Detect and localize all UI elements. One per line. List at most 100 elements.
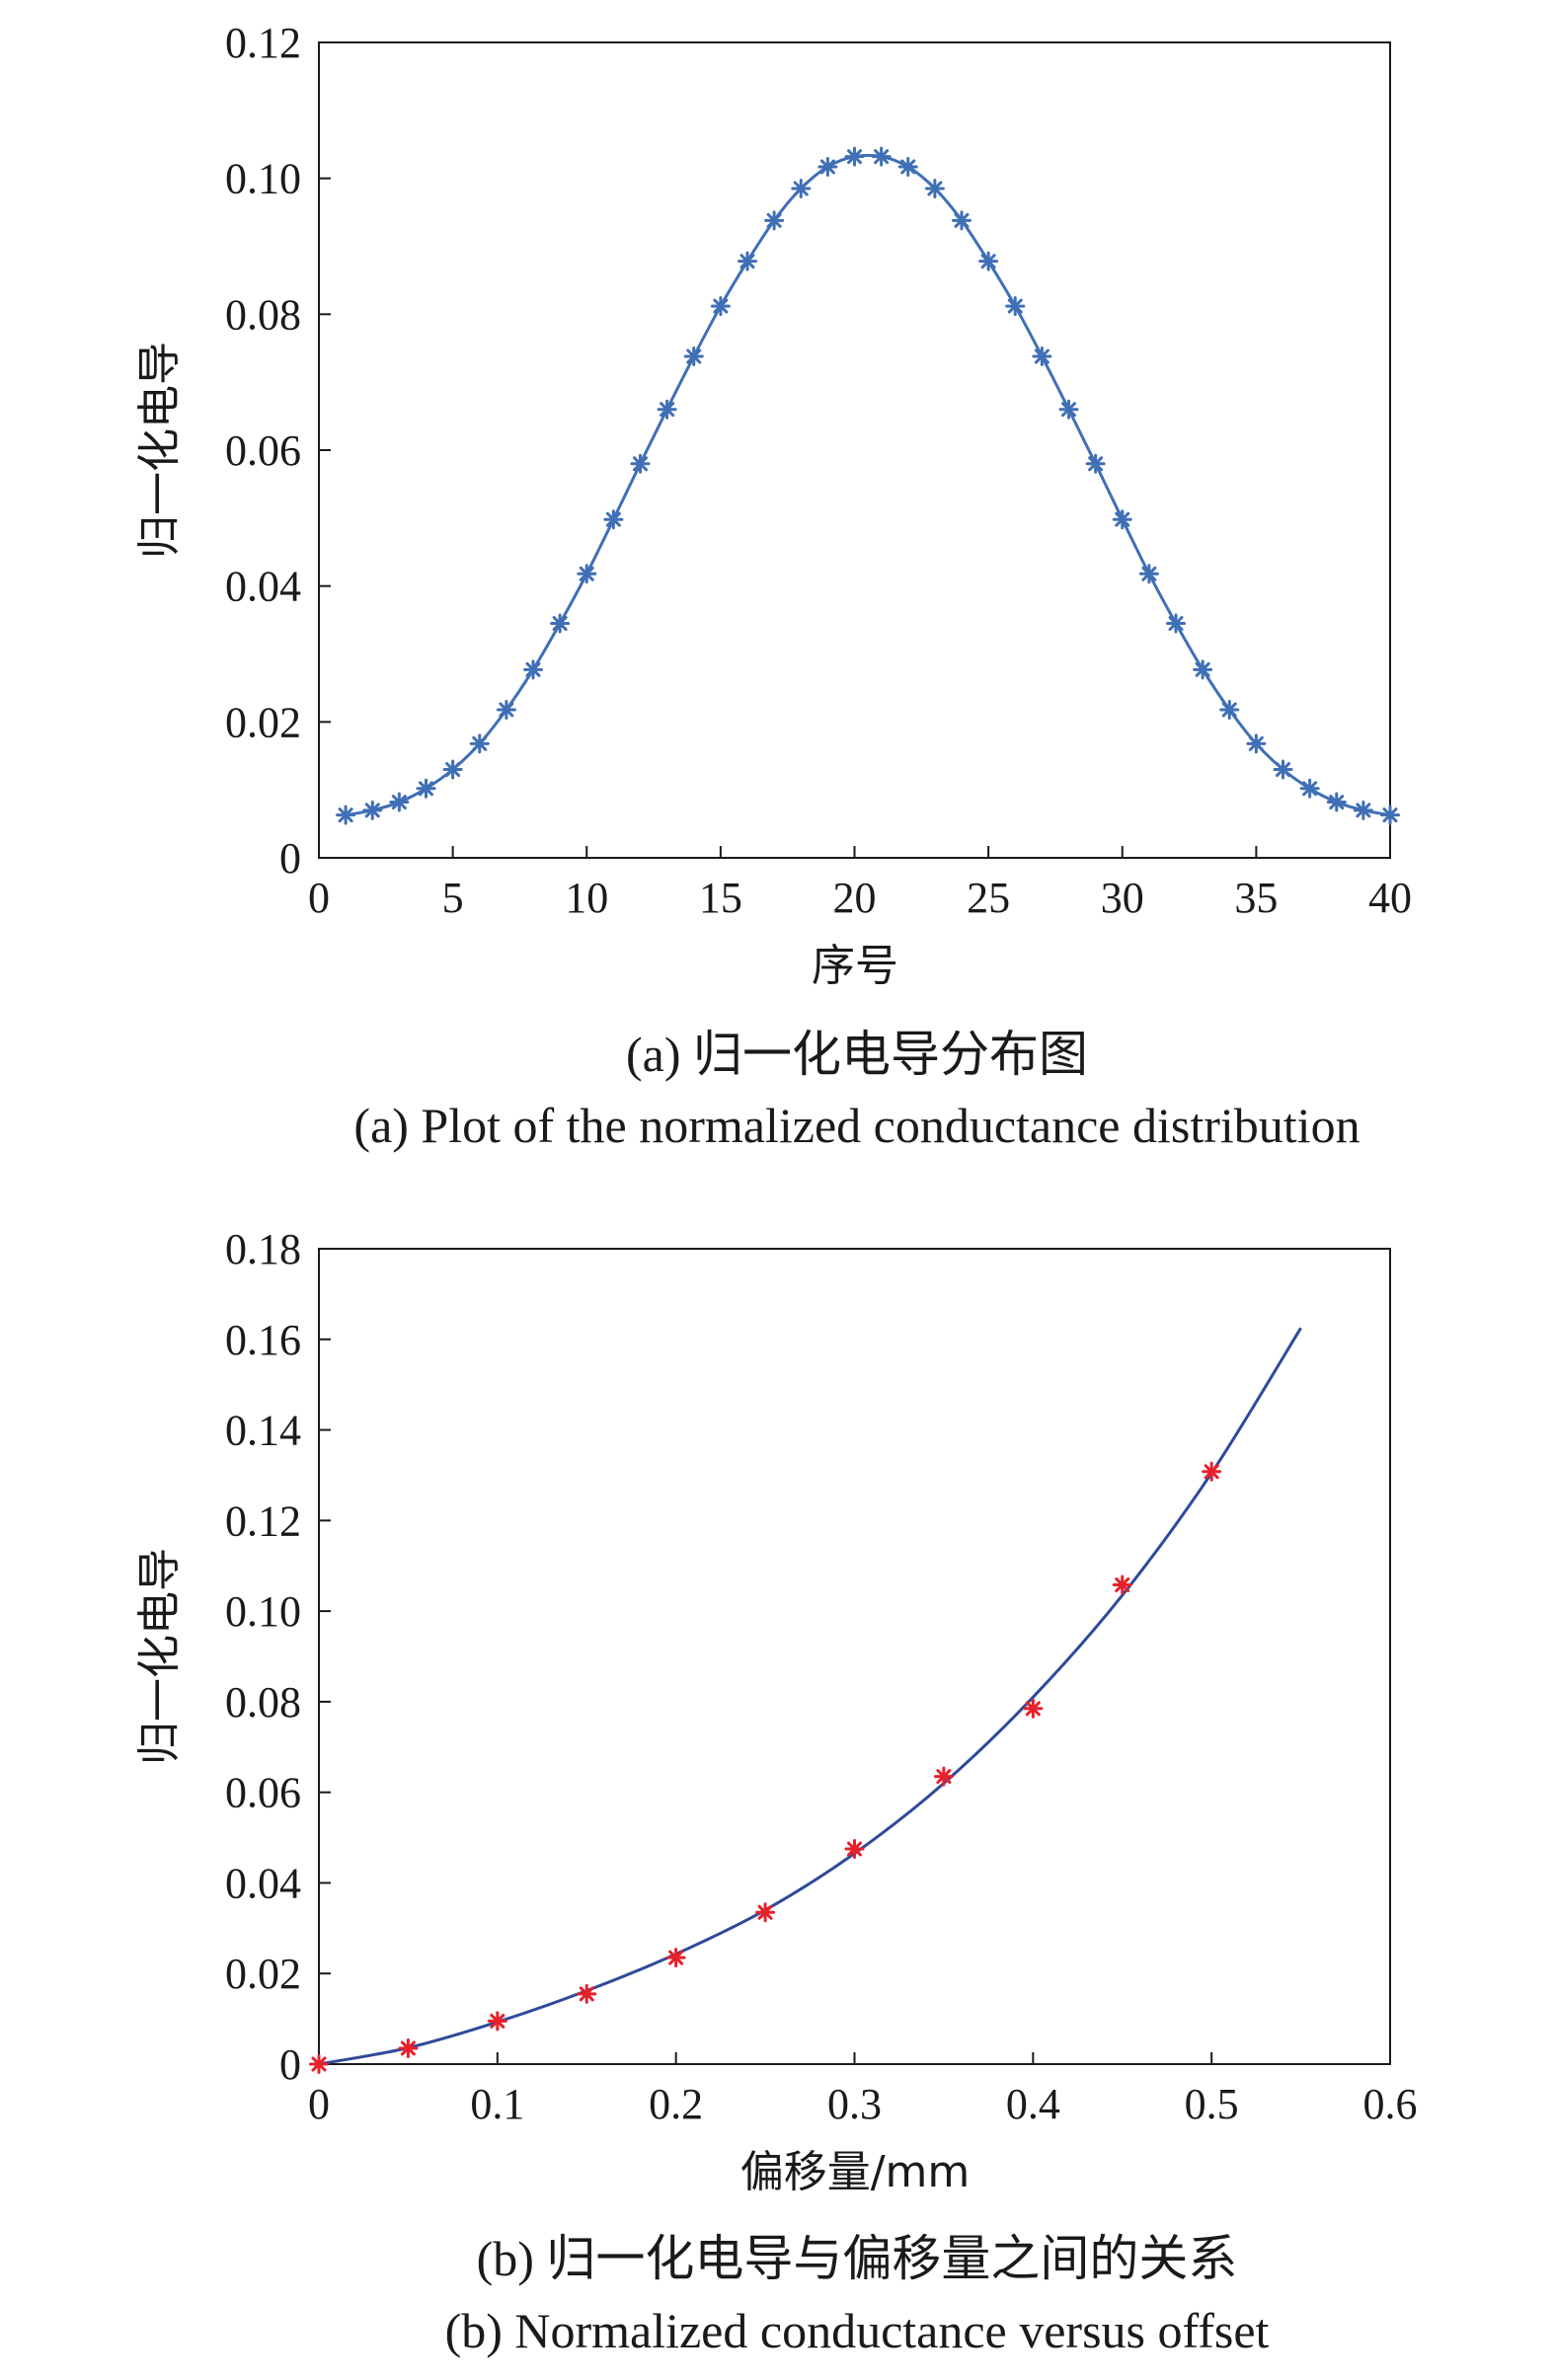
series-line [345,153,1391,817]
data-point [844,146,865,167]
caption-a-en: (a) Plot of the normalized conductance d… [353,1098,1360,1153]
data-point [577,1983,597,2004]
x-tick-label: 0.1 [470,2080,524,2128]
data-point [665,1948,686,1968]
x-tick-label: 0 [308,2080,330,2128]
data-point [523,659,543,680]
data-point [1246,733,1267,754]
chart-b-series [309,1327,1302,2074]
data-point [755,1902,776,1923]
data-point [1326,792,1347,812]
chart-b-frame [318,1248,1391,2065]
data-point [603,509,624,530]
chart-b-y-axis: 0 0.02 0.04 0.06 0.08 0.10 0.12 0.14 0.16 0.18 [225,1225,331,2089]
x-tick-label: 0.3 [827,2080,882,2128]
caption-a-cn: (a) 归一化电导分布图 [626,1027,1088,1082]
y-tick-label: 0 [279,834,301,883]
data-point [657,399,677,420]
y-tick-label: 0.18 [225,1225,301,1273]
y-tick-label: 0 [279,2040,301,2089]
chart-b-y-axis-label: 归一化电导 [134,1548,185,1765]
x-tick-label: 15 [699,874,742,922]
data-point [952,210,972,231]
data-point [336,805,356,825]
y-tick-label: 0.06 [225,426,301,475]
data-point [1023,1698,1044,1719]
y-tick-label: 0.04 [225,1859,301,1907]
data-point [924,178,945,198]
x-tick-label: 0.6 [1363,2080,1418,2128]
y-tick-label: 0.02 [225,698,301,746]
x-tick-label: 35 [1234,874,1278,922]
data-point [764,210,785,231]
y-tick-label: 0.10 [225,1587,301,1636]
y-tick-label: 0.06 [225,1769,301,1817]
data-point [1273,759,1293,780]
data-point [630,453,651,474]
caption-b-en: (b) Normalized conductance versus offset [445,2303,1270,2358]
x-tick-label: 25 [967,874,1010,922]
data-point [1193,659,1213,680]
x-tick-label: 20 [833,874,877,922]
data-point [1058,399,1079,420]
data-point [398,2037,419,2058]
x-tick-label: 40 [1368,874,1412,922]
x-tick-label: 0.4 [1006,2080,1060,2128]
data-point [469,733,490,754]
data-point [577,564,597,584]
caption-b-cn: (b) 归一化电导与偏移量之间的关系 [477,2231,1238,2286]
chart-a-y-axis-label: 归一化电导 [134,342,185,559]
data-point [1353,800,1373,820]
x-tick-label: 0.5 [1185,2080,1239,2128]
y-tick-label: 0.14 [225,1407,301,1455]
data-point [978,251,999,271]
chart-b-x-axis: 0 0.1 0.2 0.3 0.4 0.5 0.6 [308,2052,1418,2128]
y-tick-label: 0.12 [225,19,301,67]
data-point [442,759,463,780]
y-tick-label: 0.12 [225,1497,301,1545]
data-point [817,156,838,177]
data-point [683,346,704,367]
chart-a-y-axis: 0 0.02 0.04 0.06 0.08 0.10 0.12 [225,19,331,883]
y-tick-label: 0.02 [225,1950,301,1998]
data-point [1299,778,1320,799]
x-tick-label: 0 [308,874,330,922]
data-point [1085,453,1106,474]
data-point [389,792,410,812]
chart-a: 0 0.02 0.04 0.06 0.08 0.10 0.12 0 5 10 15 20 25 30 35… [134,19,1412,991]
data-point [1005,296,1026,317]
data-point [897,156,918,177]
chart-a-x-axis: 0 5 10 15 20 25 30 35 40 [308,846,1412,922]
chart-a-series [336,146,1400,825]
x-tick-label: 30 [1101,874,1144,922]
y-tick-label: 0.08 [225,290,301,339]
data-point [1112,1574,1132,1595]
data-point [309,2054,329,2074]
data-point [1219,699,1240,720]
data-point [416,778,436,799]
x-tick-label: 10 [565,874,608,922]
data-point [487,2011,507,2032]
data-point [738,251,757,271]
y-tick-label: 0.08 [225,1678,301,1727]
data-point [550,613,571,634]
data-point [1032,346,1052,367]
y-tick-label: 0.04 [225,563,301,611]
data-point [933,1766,954,1787]
data-point [791,178,812,198]
data-point [1166,613,1186,634]
y-tick-label: 0.16 [225,1316,301,1364]
data-point [1202,1461,1222,1482]
x-tick-label: 0.2 [649,2080,703,2128]
data-point [362,800,383,820]
data-point [496,699,516,720]
data-point [710,296,731,317]
data-point [1380,805,1400,825]
data-point [1112,509,1132,530]
x-tick-label: 5 [442,874,464,922]
data-point [844,1839,865,1860]
chart-a-x-axis-label: 序号 [812,941,898,991]
data-point [871,146,892,167]
